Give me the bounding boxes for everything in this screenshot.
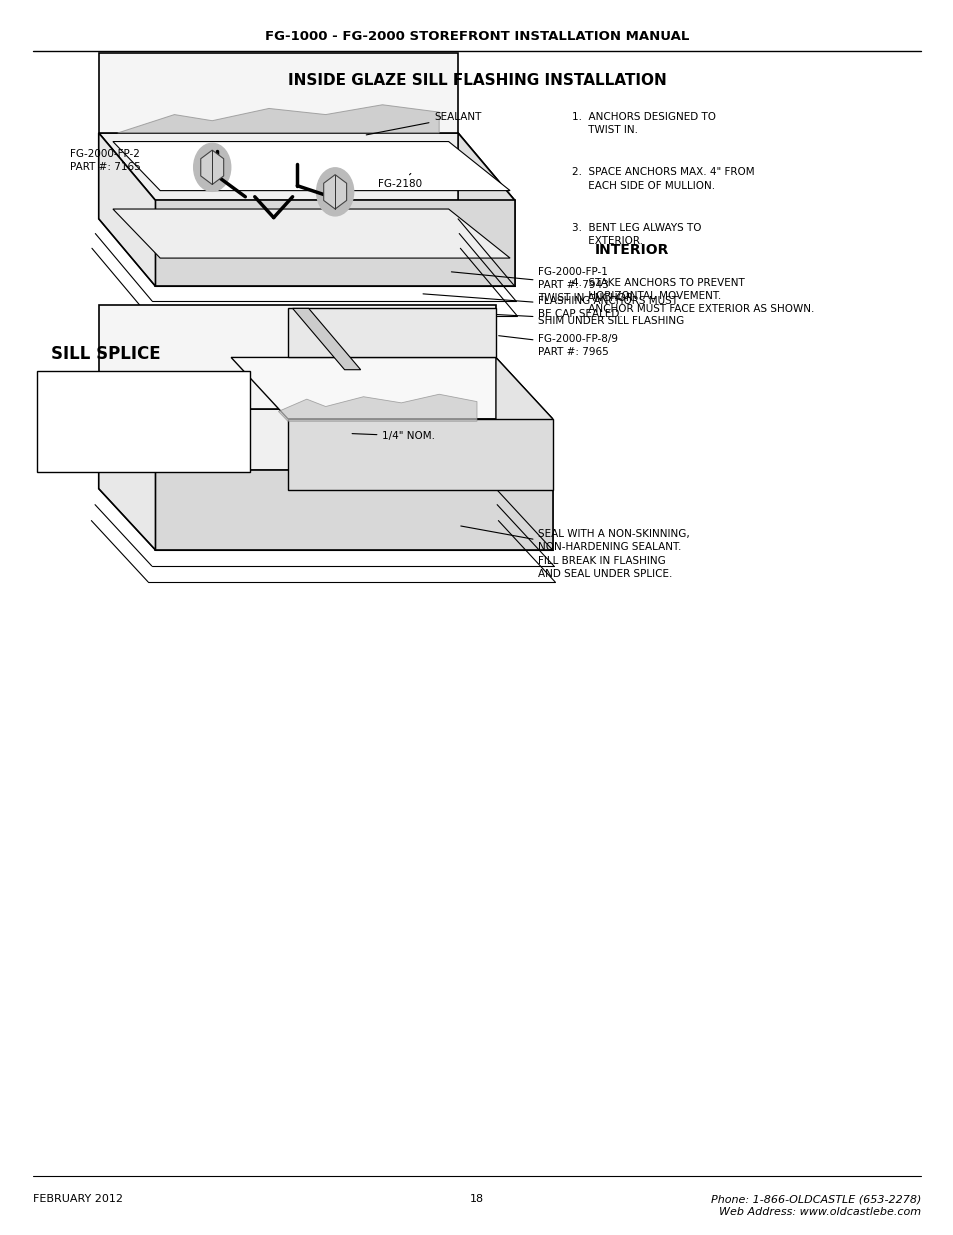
Text: SEALANT: SEALANT [366,112,481,135]
Polygon shape [112,142,510,190]
Text: 18: 18 [470,1194,483,1204]
Polygon shape [457,133,515,287]
Text: SILL SPLICE: SILL SPLICE [51,345,161,363]
Circle shape [193,143,231,191]
Text: SEAL WITH A NON-SKINNING,
NON-HARDENING SEALANT.
FILL BREAK IN FLASHING
AND SEAL: SEAL WITH A NON-SKINNING, NON-HARDENING … [460,526,689,579]
Text: FLASHING ANCHORS MUST
BE CAP SEALED.: FLASHING ANCHORS MUST BE CAP SEALED. [422,294,678,320]
Polygon shape [496,409,552,550]
Polygon shape [200,151,223,184]
Text: NOTE:  SILL FLASHING
SHOULD BE LEVEL AND
MAKE SURE IT IS NOT TILTED
TOWARD THE I: NOTE: SILL FLASHING SHOULD BE LEVEL AND … [53,382,193,431]
Text: FG-2000-FP-8/9
PART #: 7965: FG-2000-FP-8/9 PART #: 7965 [498,333,618,357]
Polygon shape [117,105,438,133]
Polygon shape [98,409,552,471]
FancyBboxPatch shape [37,370,250,472]
Polygon shape [155,471,552,550]
Text: 1.  ANCHORS DESIGNED TO
     TWIST IN.: 1. ANCHORS DESIGNED TO TWIST IN. [571,112,715,136]
Text: FG-2180: FG-2180 [377,173,421,189]
Polygon shape [98,53,457,133]
Polygon shape [231,357,552,419]
Polygon shape [288,309,496,357]
Text: FG-2000-FP-2
PART #: 7165: FG-2000-FP-2 PART #: 7165 [71,149,141,172]
Text: 3.  BENT LEG ALWAYS TO
     EXTERIOR.: 3. BENT LEG ALWAYS TO EXTERIOR. [571,222,700,246]
Circle shape [316,168,354,216]
Text: SHIM UNDER SILL FLASHING: SHIM UNDER SILL FLASHING [385,309,684,326]
Text: INSIDE GLAZE SILL FLASHING INSTALLATION: INSIDE GLAZE SILL FLASHING INSTALLATION [287,73,666,88]
Polygon shape [496,357,552,490]
Text: FEBRUARY 2012: FEBRUARY 2012 [32,1194,122,1204]
Polygon shape [98,305,496,409]
Polygon shape [323,174,346,209]
Polygon shape [288,419,552,490]
Text: 1/4" NOM.: 1/4" NOM. [352,431,435,441]
Polygon shape [98,409,155,550]
Text: 4.  STAKE ANCHORS TO PREVENT
     HORIZONTAL MOVEMENT.
     ANCHOR MUST FACE EXT: 4. STAKE ANCHORS TO PREVENT HORIZONTAL M… [571,278,813,314]
Text: FG-2000-FP-1
PART #: 7943
TWIST IN ANCHOR: FG-2000-FP-1 PART #: 7943 TWIST IN ANCHO… [451,267,633,303]
Polygon shape [155,200,515,287]
Polygon shape [293,309,360,369]
Polygon shape [112,209,510,258]
Text: 2.  SPACE ANCHORS MAX. 4" FROM
     EACH SIDE OF MULLION.: 2. SPACE ANCHORS MAX. 4" FROM EACH SIDE … [571,167,754,190]
Text: Phone: 1-866-OLDCASTLE (653-2278)
Web Address: www.oldcastlebe.com: Phone: 1-866-OLDCASTLE (653-2278) Web Ad… [710,1194,921,1218]
Polygon shape [98,133,155,287]
Text: INTERIOR: INTERIOR [595,242,669,257]
Text: FG-1000 - FG-2000 STOREFRONT INSTALLATION MANUAL: FG-1000 - FG-2000 STOREFRONT INSTALLATIO… [265,30,688,42]
Polygon shape [278,394,476,421]
Polygon shape [98,133,515,200]
